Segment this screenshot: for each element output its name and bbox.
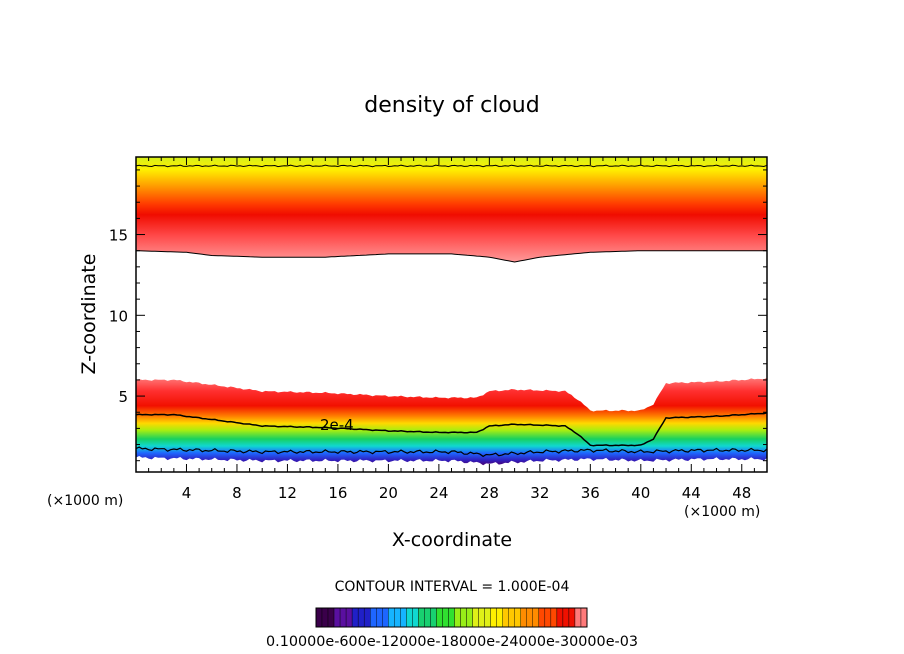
colorbar [315, 607, 588, 628]
colorbar-swatch [388, 607, 395, 628]
colorbar-swatch [526, 607, 534, 628]
upper-band-contour-line [136, 250, 767, 263]
top-contour-line [136, 164, 767, 168]
x-unit-right: (×1000 m) [684, 504, 760, 520]
colorbar-swatch [436, 607, 443, 628]
colorbar-swatch [442, 607, 449, 628]
colorbar-swatch [550, 607, 558, 628]
colorbar-swatch [496, 607, 503, 628]
colorbar-swatch [430, 607, 437, 628]
x-axis-ticks: 4 8 12 16 20 24 28 32 36 40 44 48 [148, 157, 755, 502]
x-tick-label: 24 [429, 484, 448, 502]
colorbar-swatch [484, 607, 491, 628]
x-tick-label: 32 [530, 484, 549, 502]
y-axis-label: Z-coordinate [78, 254, 100, 375]
colorbar-frame [315, 607, 588, 628]
colorbar-swatch [562, 607, 570, 628]
colorbar-swatch [400, 607, 407, 628]
colorbar-swatch [544, 607, 552, 628]
colorbar-swatch [376, 607, 383, 628]
chart-title: density of cloud [364, 93, 539, 118]
colorbar-swatch [520, 607, 527, 628]
colorbar-swatch [538, 607, 546, 628]
y-axis-ticks: 5 10 15 [109, 169, 767, 462]
colorbar-swatch [351, 607, 359, 628]
contour-label: 2e-4 [320, 416, 354, 434]
colorbar-swatch [472, 607, 479, 628]
x-axis-label: X-coordinate [392, 529, 512, 551]
y-tick-label: 5 [118, 388, 128, 406]
colorbar-swatch [321, 607, 329, 628]
colorbar-swatch [574, 607, 582, 628]
colorbar-swatch [502, 607, 509, 628]
colorbar-swatch [532, 607, 540, 628]
contour-line-2e-4 [136, 411, 767, 447]
x-tick-label: 28 [480, 484, 499, 502]
colorbar-swatch [406, 607, 413, 628]
colorbar-swatch [382, 607, 389, 628]
colorbar-swatch [508, 607, 515, 628]
x-tick-label: 8 [232, 484, 242, 502]
colorbar-swatch [394, 607, 401, 628]
lower-cloud-band [136, 377, 767, 466]
colorbar-swatch [370, 607, 377, 628]
upper-cloud-band [136, 157, 767, 262]
colorbar-swatch [424, 607, 431, 628]
x-tick-label: 20 [379, 484, 398, 502]
colorbar-swatch [448, 607, 455, 628]
colorbar-swatch [339, 607, 347, 628]
x-tick-label: 36 [581, 484, 600, 502]
x-tick-label: 12 [278, 484, 297, 502]
colorbar-swatch [556, 607, 564, 628]
colorbar-labels: 0.10000e-600e-12000e-18000e-24000e-30000… [266, 634, 638, 650]
x-tick-label: 44 [682, 484, 701, 502]
colorbar-swatch [327, 607, 335, 628]
lower-band-contour-line [136, 446, 767, 458]
colorbar-swatch [490, 607, 497, 628]
x-tick-label: 16 [328, 484, 347, 502]
colorbar-swatch [580, 607, 588, 628]
colorbar-swatch [454, 607, 461, 628]
colorbar-swatch [418, 607, 425, 628]
colorbar-swatch [345, 607, 353, 628]
x-tick-label: 48 [732, 484, 751, 502]
colorbar-swatch [412, 607, 419, 628]
x-tick-label: 4 [182, 484, 192, 502]
colorbar-swatch [514, 607, 521, 628]
colorbar-swatch [315, 607, 323, 628]
y-tick-label: 10 [109, 307, 128, 325]
x-tick-label: 40 [631, 484, 650, 502]
colorbar-swatch [568, 607, 576, 628]
colorbar-swatch [333, 607, 341, 628]
colorbar-swatch [357, 607, 365, 628]
colorbar-swatch [478, 607, 485, 628]
contour-interval-text: CONTOUR INTERVAL = 1.000E-04 [335, 579, 570, 595]
x-unit-left: (×1000 m) [47, 493, 123, 509]
colorbar-swatch [363, 607, 371, 628]
colorbar-swatch [466, 607, 473, 628]
colorbar-swatch [460, 607, 467, 628]
y-tick-label: 15 [109, 227, 128, 245]
